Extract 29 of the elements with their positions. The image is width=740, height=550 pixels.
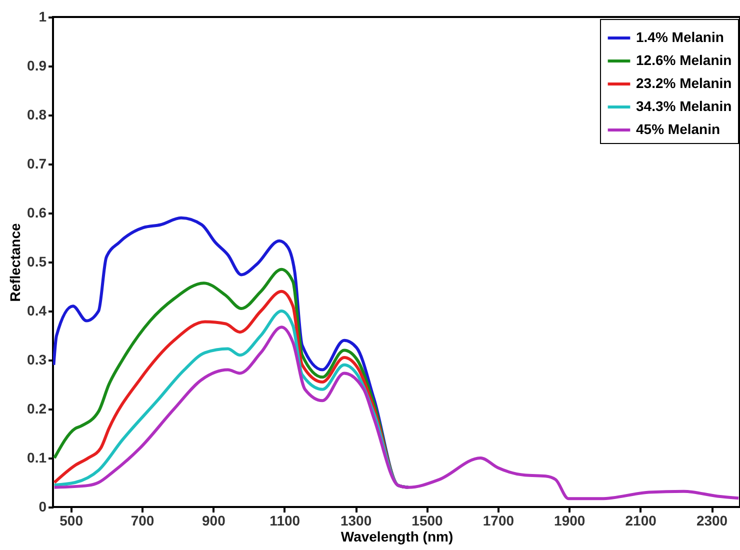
x-tick-label: 1500 (412, 512, 444, 528)
x-tick-label: 2100 (625, 512, 657, 528)
y-axis-title: Reflectance (7, 222, 24, 302)
y-tick-label: 0.3 (27, 352, 47, 368)
x-tick-label: 500 (60, 512, 84, 528)
x-axis-title: Wavelength (nm) (340, 528, 454, 544)
legend-label: 45% Melanin (636, 121, 720, 137)
y-tick-label: 0.1 (27, 450, 47, 466)
x-tick-label: 1700 (482, 512, 514, 528)
legend-label: 1.4% Melanin (636, 29, 724, 45)
x-tick-label: 1900 (554, 512, 586, 528)
y-tick-label: 0.7 (27, 156, 47, 172)
x-tick-label: 2300 (696, 512, 728, 528)
y-tick-label: 0.6 (27, 204, 47, 220)
y-tick-label: 0.4 (27, 302, 47, 318)
x-tick-label: 1100 (270, 512, 300, 528)
legend-label: 23.2% Melanin (636, 75, 732, 91)
legend-label: 12.6% Melanin (636, 52, 732, 68)
y-tick-label: 0.2 (27, 400, 47, 416)
legend-label: 34.3% Melanin (636, 98, 732, 114)
y-tick-label: 1 (38, 8, 47, 24)
x-tick-label: 1300 (340, 512, 372, 528)
y-tick-label: 0 (38, 498, 47, 514)
y-tick-label: 0.9 (27, 58, 47, 74)
x-tick-label: 900 (202, 512, 226, 528)
line-series (53, 326, 740, 500)
x-tick-label: 700 (130, 512, 154, 528)
y-tick-label: 0.5 (27, 254, 47, 270)
y-tick-label: 0.8 (27, 106, 47, 122)
